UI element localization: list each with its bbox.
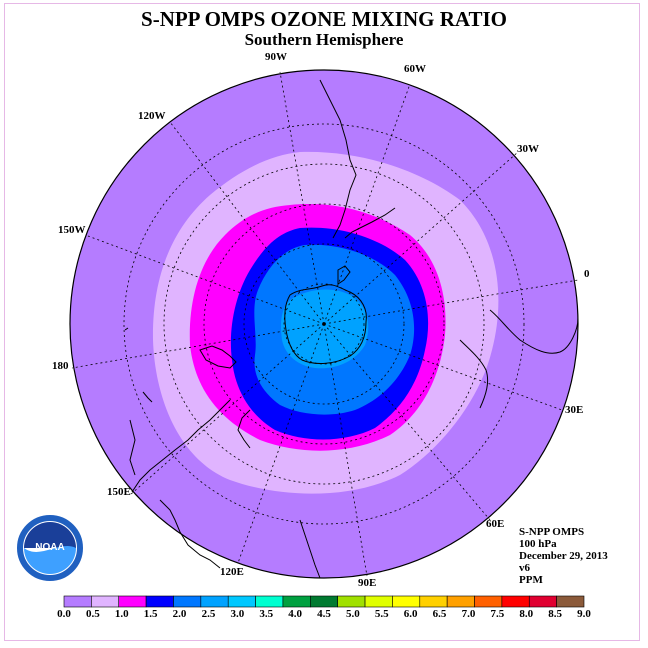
version-label: v6 <box>519 562 530 574</box>
lon-label-60e: 60E <box>486 518 505 530</box>
units-label: PPM <box>519 574 543 586</box>
colorbar-swatch <box>173 595 202 608</box>
colorbar-tick-label: 8.5 <box>548 608 562 620</box>
colorbar-swatch <box>528 595 557 608</box>
colorbar-swatch <box>501 595 530 608</box>
colorbar-tick-label: 7.0 <box>461 608 476 620</box>
lon-label-60w: 60W <box>404 63 426 75</box>
colorbar-swatch <box>282 595 311 608</box>
colorbar-tick-label: 9.0 <box>577 608 591 620</box>
ozone-band-2.5-3.0 <box>280 289 369 369</box>
colorbar-tick-label: 4.0 <box>288 608 302 620</box>
lon-label-120e: 120E <box>220 566 244 578</box>
colorbar-tick-label: 5.0 <box>346 608 360 620</box>
lon-label-90w: 90W <box>265 51 287 63</box>
colorbar-swatch <box>392 595 421 608</box>
colorbar-swatch <box>310 595 338 608</box>
colorbar-swatch <box>364 595 393 608</box>
colorbar-tick-label: 1.5 <box>143 608 158 620</box>
colorbar-tick-label: 5.5 <box>374 608 389 620</box>
lon-label-30w: 30W <box>517 143 539 155</box>
colorbar-tick-label: 3.5 <box>259 608 274 620</box>
pressure-level: 100 hPa <box>519 538 557 550</box>
lon-label-90e: 90E <box>358 577 377 589</box>
colorbar-tick-label: 4.5 <box>317 608 331 620</box>
colorbar-tick-label: 6.0 <box>403 608 418 620</box>
colorbar-swatch <box>474 595 503 608</box>
map-boundary <box>69 69 579 579</box>
lon-label-0: 0 <box>584 268 590 280</box>
graticule <box>71 71 579 577</box>
colorbar-swatch <box>419 595 448 608</box>
colorbar-swatch <box>200 595 229 608</box>
colorbar-swatch <box>446 595 475 608</box>
noaa-logo: NOAA <box>17 515 83 581</box>
lon-label-120w: 120W <box>138 110 166 122</box>
colorbar-swatch <box>556 595 585 608</box>
lon-label-150e: 150E <box>107 486 131 498</box>
colorbar-tick-label: 7.5 <box>490 608 505 620</box>
logo-text: NOAA <box>35 542 64 553</box>
colorbar-tick-label: 3.0 <box>230 608 245 620</box>
figure-frame <box>4 3 640 641</box>
lon-label-30e: 30E <box>565 404 584 416</box>
colorbar-swatch <box>145 595 174 608</box>
map-title: S-NPP OMPS OZONE MIXING RATIO <box>141 7 507 31</box>
colorbar-swatch <box>255 595 284 608</box>
colorbar-tick-label: 0.0 <box>57 608 71 620</box>
colorbar-swatch <box>91 595 120 608</box>
colorbar-tick-label: 8.0 <box>519 608 534 620</box>
colorbar-tick-label: 6.5 <box>432 608 447 620</box>
info-block: S-NPP OMPS 100 hPa December 29, 2013 v6 … <box>519 526 608 586</box>
lon-label-180: 180 <box>52 360 69 372</box>
date-label: December 29, 2013 <box>519 550 608 562</box>
colorbar-tick-label: 1.0 <box>114 608 129 620</box>
colorbar-swatch <box>227 595 256 608</box>
colorbar-tick-label: 2.0 <box>172 608 187 620</box>
colorbar-swatch <box>118 595 147 608</box>
colorbar-tick-label: 2.5 <box>201 608 216 620</box>
colorbar-swatch <box>63 595 92 608</box>
coastlines <box>124 79 579 579</box>
colorbar-swatch <box>337 595 366 608</box>
map-subtitle: Southern Hemisphere <box>244 30 404 49</box>
colorbar-tick-label: 0.5 <box>86 608 100 620</box>
lon-label-150w: 150W <box>58 224 86 236</box>
instrument-label: S-NPP OMPS <box>519 526 585 538</box>
